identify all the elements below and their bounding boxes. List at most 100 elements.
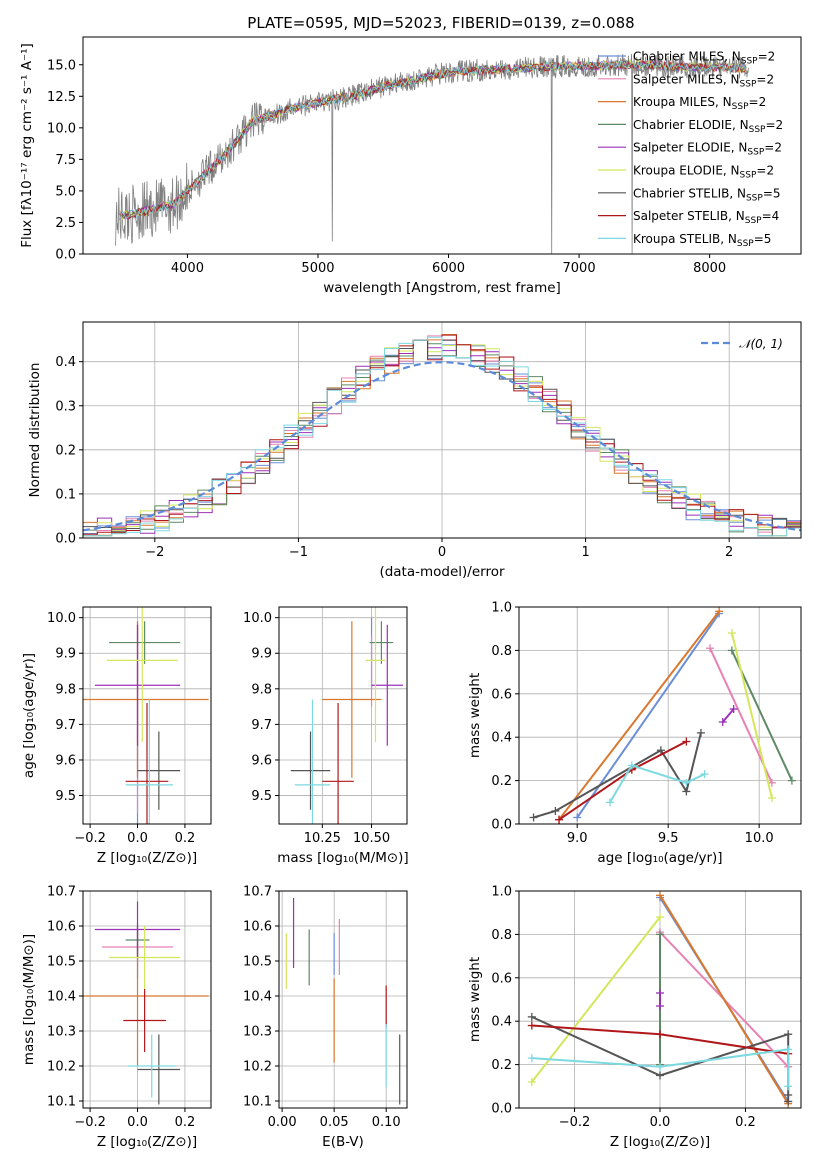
x-tick-label: 9.0 bbox=[567, 831, 588, 846]
axes-frame bbox=[82, 36, 802, 255]
y-tick-label: 10.3 bbox=[243, 1025, 272, 1040]
x-tick-label: 0.00 bbox=[268, 1115, 297, 1130]
y-tick-label: 9.9 bbox=[251, 647, 272, 662]
x-tick-label: 0.10 bbox=[372, 1115, 401, 1130]
plot-area bbox=[83, 901, 209, 1105]
x-tick-label: 6000 bbox=[432, 261, 465, 276]
legend-label-chabrier-miles: Chabrier MILES, NSSP=2 bbox=[633, 50, 775, 67]
spectrum-panel: 4000 5000 6000 7000 8000 0.0 2.5 5.0 7.5 10.0 12.5… bbox=[19, 36, 802, 296]
y-tick-label: 0.4 bbox=[491, 731, 512, 746]
x-tick-label: −2 bbox=[145, 545, 164, 560]
y-tick-label: 1.0 bbox=[491, 601, 512, 616]
axes-frame bbox=[82, 321, 802, 539]
y-tick-label: 10.4 bbox=[47, 990, 76, 1005]
x-axis-label: Z [log₁₀(Z/Z⊙)] bbox=[610, 1134, 710, 1150]
y-tick-label: 10.7 bbox=[47, 885, 76, 900]
x-tick-label: 9.5 bbox=[658, 831, 679, 846]
legend-label-kroupa-elodie: Kroupa ELODIE, NSSP=2 bbox=[633, 164, 774, 181]
y-tick-label: 0.6 bbox=[491, 971, 512, 986]
plot-area bbox=[83, 607, 209, 824]
y-tick-label: 10.2 bbox=[47, 1060, 76, 1075]
y-tick-label: 10.3 bbox=[47, 1025, 76, 1040]
y-tick-label: 0.0 bbox=[491, 1102, 512, 1117]
y-tick-label: 10.0 bbox=[47, 611, 76, 626]
model-spectrum-kroupa-stelib bbox=[119, 60, 747, 221]
x-tick-label: −0.2 bbox=[74, 1115, 106, 1130]
y-tick-label: 10.1 bbox=[47, 1095, 76, 1110]
x-tick-label: 5000 bbox=[301, 261, 334, 276]
y-tick-label: 1.0 bbox=[491, 885, 512, 900]
legend-label-normal: 𝒩(0, 1) bbox=[739, 337, 783, 351]
residual-histogram-panel: −2 −1 0 1 2 0.0 0.1 0.2 0.3 0.4 (data-model)/error… bbox=[27, 321, 802, 580]
legend-label-salpeter-miles: Salpeter MILES, NSSP=2 bbox=[633, 72, 774, 89]
legend-label-chabrier-elodie: Chabrier ELODIE, NSSP=2 bbox=[633, 118, 783, 135]
y-tick-label: 9.7 bbox=[251, 718, 272, 733]
y-tick-label: 0.8 bbox=[491, 644, 512, 659]
x-tick-label: 4000 bbox=[171, 261, 204, 276]
x-tick-label: 0.0 bbox=[650, 1115, 671, 1130]
legend-label-chabrier-stelib: Chabrier STELIB, NSSP=5 bbox=[633, 186, 781, 203]
weight-vs-age-panel: 9.0 9.5 10.0 0.0 0.2 0.4 0.6 0.8 1.0 age [log₁₀(a… bbox=[467, 601, 802, 866]
y-tick-label: 9.6 bbox=[55, 753, 76, 768]
x-tick-label: 0 bbox=[438, 545, 446, 560]
x-tick-label: 0.05 bbox=[320, 1115, 349, 1130]
y-tick-label: 0.0 bbox=[55, 532, 76, 547]
normal-distribution-curve bbox=[83, 360, 801, 532]
x-axis-label: wavelength [Angstrom, rest frame] bbox=[323, 280, 561, 296]
x-axis-label: Z [log₁₀(Z/Z⊙)] bbox=[97, 850, 197, 866]
axes-frame bbox=[518, 890, 802, 1109]
y-tick-label: 0.4 bbox=[491, 1015, 512, 1030]
y-tick-label: 9.8 bbox=[55, 682, 76, 697]
plot-area bbox=[115, 53, 749, 254]
y-tick-label: 5.0 bbox=[55, 184, 76, 199]
y-tick-label: 12.5 bbox=[47, 90, 76, 105]
y-axis-label: mass weight bbox=[467, 957, 483, 1042]
x-axis-label: age [log₁₀(age/yr)] bbox=[597, 850, 722, 866]
y-tick-label: 10.4 bbox=[243, 990, 272, 1005]
x-tick-label: −1 bbox=[289, 545, 308, 560]
y-tick-label: 0.2 bbox=[55, 443, 76, 458]
y-tick-label: 0.0 bbox=[491, 818, 512, 833]
weight-line-kroupa-miles bbox=[558, 610, 720, 821]
mass-vs-ebv-panel: 0.00 0.05 0.10 10.1 10.2 10.3 10.4 10.5 10.6 10.7… bbox=[243, 885, 408, 1150]
x-tick-label: 10.50 bbox=[353, 831, 390, 846]
x-tick-label: −0.2 bbox=[559, 1115, 591, 1130]
y-tick-label: 10.7 bbox=[243, 885, 272, 900]
y-tick-label: 10.2 bbox=[243, 1060, 272, 1075]
x-tick-label: 0.2 bbox=[175, 831, 196, 846]
y-tick-label: 9.6 bbox=[251, 753, 272, 768]
model-spectrum-salpeter-stelib bbox=[119, 60, 747, 221]
y-tick-label: 9.7 bbox=[55, 718, 76, 733]
x-tick-label: −0.2 bbox=[74, 831, 106, 846]
x-tick-label: 10.25 bbox=[304, 831, 341, 846]
weight-line-salpeter-miles bbox=[709, 647, 773, 784]
y-tick-label: 9.5 bbox=[251, 789, 272, 804]
axes-frame bbox=[278, 606, 408, 825]
y-axis-label: Flux [fλ10⁻¹⁷ erg cm⁻² s⁻¹ A⁻¹] bbox=[19, 43, 35, 248]
y-tick-label: 0.3 bbox=[55, 399, 76, 414]
x-tick-label: 8000 bbox=[693, 261, 726, 276]
plot-area bbox=[290, 607, 404, 824]
weight-line-chabrier-miles bbox=[576, 612, 720, 819]
y-tick-label: 9.5 bbox=[55, 789, 76, 804]
legend-label-salpeter-stelib: Salpeter STELIB, NSSP=4 bbox=[633, 209, 779, 226]
mass-vs-metallicity-panel: −0.2 0.0 0.2 10.1 10.2 10.3 10.4 10.5 10.6 10.7 Z … bbox=[21, 885, 212, 1150]
axes-frame bbox=[82, 606, 212, 825]
x-axis-label: Z [log₁₀(Z/Z⊙)] bbox=[97, 1134, 197, 1150]
y-tick-label: 10.6 bbox=[47, 920, 76, 935]
weight-line-kroupa-stelib bbox=[609, 764, 706, 803]
y-axis-label: mass [log₁₀(M/M⊙)] bbox=[21, 934, 37, 1065]
figure-title: PLATE=0595, MJD=52023, FIBERID=0139, z=0… bbox=[247, 14, 634, 32]
y-tick-label: 0.6 bbox=[491, 687, 512, 702]
spectrum-legend: Chabrier MILES, NSSP=2 Salpeter MILES, NS… bbox=[598, 50, 783, 249]
y-axis-label: Normed distribution bbox=[27, 363, 43, 498]
axes-frame bbox=[82, 890, 212, 1109]
y-tick-label: 10.5 bbox=[243, 955, 272, 970]
x-tick-label: 2 bbox=[725, 545, 733, 560]
weight-line-chabrier-stelib bbox=[533, 732, 702, 819]
weight-line-kroupa-miles bbox=[659, 894, 790, 1105]
x-tick-label: 0.0 bbox=[127, 1115, 148, 1130]
y-tick-label: 0.1 bbox=[55, 487, 76, 502]
x-tick-label: 0.0 bbox=[127, 831, 148, 846]
